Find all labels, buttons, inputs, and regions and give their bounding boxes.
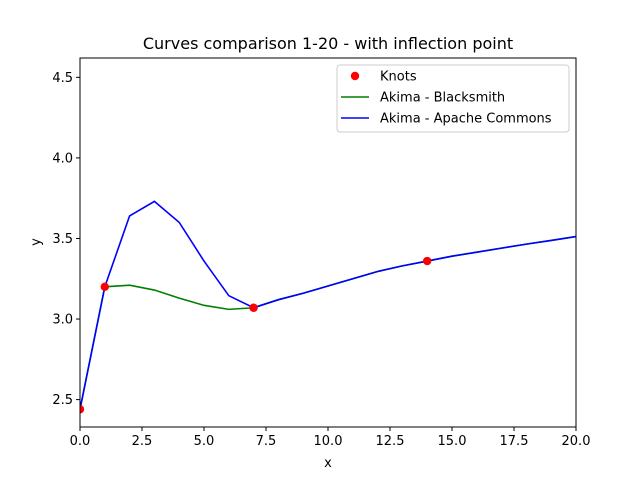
x-tick-label: 15.0 [438,434,467,449]
y-tick-label: 3.0 [52,313,73,328]
x-tick-label: 12.5 [376,434,405,449]
x-tick-label: 17.5 [500,434,529,449]
knot-point [100,282,110,292]
legend-box [336,64,570,133]
x-tick-label: 2.5 [132,434,153,449]
x-tick-label: 20.0 [562,434,591,449]
y-axis-label: y [29,238,44,246]
y-tick-label: 4.0 [52,151,73,166]
knot-point [423,256,432,266]
knot-point [249,303,258,312]
x-tick-label: 10.0 [314,434,343,449]
x-axis-label: x [324,456,332,471]
x-tick-label: 7.5 [256,434,277,449]
legend-label: Knots [380,70,417,85]
chart-title: Curves comparison 1-20 - with inflection… [143,34,513,53]
legend-marker-knots [350,71,360,81]
legend: Knots Akima - Blacksmith Akima - Apache Co… [336,64,570,133]
y-tick-label: 2.5 [52,393,73,408]
y-tick-label: 4.5 [52,71,73,86]
x-tick-label: 5.0 [194,434,215,449]
y-tick-label: 3.5 [52,232,73,247]
knot-point [80,405,85,414]
x-tick-label: 0.0 [70,434,91,449]
series-line-akima-apache-commons [80,200,576,410]
legend-label: Akima - Apache Commons [380,112,552,127]
legend-label: Akima - Blacksmith [380,91,505,106]
